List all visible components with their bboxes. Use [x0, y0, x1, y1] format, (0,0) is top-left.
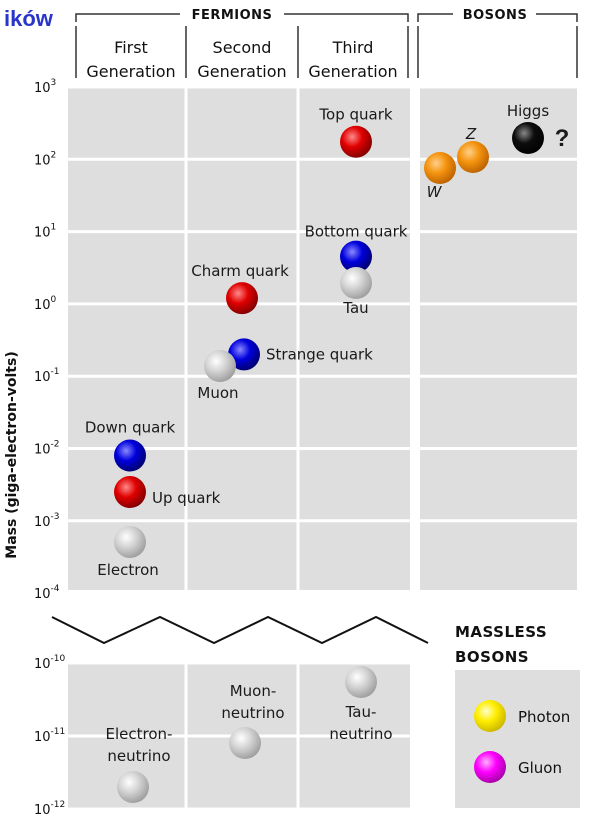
fermions-heading: FERMIONS: [192, 8, 273, 23]
particle-point: [228, 338, 260, 371]
particle-label: Bottom quark: [305, 223, 408, 241]
y-axis-label: Mass (giga-electron-volts): [4, 351, 20, 558]
bosons-bracket-right: [536, 13, 578, 22]
fermions-bracket-right: [284, 13, 409, 22]
massless-boson-label: Photon: [518, 708, 570, 726]
y-tick-label: 10-11: [34, 727, 65, 745]
y-tick-label: 10-4: [34, 584, 60, 602]
generation-label-3: Third: [332, 38, 374, 57]
chart-frame: [68, 13, 580, 808]
particle-point: [345, 666, 377, 698]
chart-marks: [114, 122, 544, 803]
particle-label: neutrino: [329, 725, 392, 743]
particle-label: Electron-: [106, 725, 173, 743]
massless-boson-label: Gluon: [518, 759, 562, 777]
particle-label: neutrino: [221, 704, 284, 722]
particle-point: [340, 267, 372, 299]
y-tick-label: 102: [34, 150, 56, 168]
y-tick-label: 10-2: [34, 440, 60, 458]
massless-bosons-title: MASSLESS: [455, 623, 547, 641]
particle-label: Muon: [197, 384, 238, 402]
corner-text: ików: [4, 6, 54, 31]
particle-point: [114, 525, 146, 558]
generation-label-2: Generation: [197, 62, 286, 81]
higgs-question-mark: ?: [555, 125, 570, 152]
particle-point: [226, 282, 258, 315]
generation-label-3: Generation: [308, 62, 397, 81]
particle-point: [117, 771, 149, 803]
particle-label: Tau: [342, 299, 368, 317]
y-tick-label: 10-1: [34, 367, 60, 385]
y-tick-label: 100: [34, 295, 57, 313]
particle-point: [340, 125, 372, 158]
y-tick-label: 10-3: [34, 512, 60, 530]
bosons-heading: BOSONS: [463, 8, 528, 23]
particle-label: Tau-: [345, 703, 377, 721]
upper-panel: [68, 87, 577, 590]
y-tick-label: 103: [34, 78, 56, 96]
fermions-bracket-left: [75, 13, 180, 22]
particle-label: Z: [465, 125, 477, 143]
particle-point: [512, 122, 544, 154]
y-tick-label: 10-12: [34, 800, 65, 818]
massless-boson-point: [474, 700, 506, 732]
particle-label: W: [427, 183, 443, 201]
generation-label-1: First: [114, 38, 148, 57]
y-tick-label: 10-10: [34, 654, 66, 672]
particle-point: [229, 727, 261, 759]
massless-boson-point: [474, 751, 506, 783]
particle-label: Charm quark: [191, 262, 289, 280]
massless-legend-box: [455, 670, 580, 808]
bosons-bracket-left: [417, 13, 453, 22]
particle-point: [340, 240, 372, 273]
axis-break: [51, 615, 429, 645]
particle-label: Top quark: [318, 106, 392, 124]
massless-bosons-title: BOSONS: [455, 648, 529, 666]
particle-label: Electron: [97, 561, 159, 579]
particle-point: [424, 152, 456, 184]
particle-label: Muon-: [230, 682, 277, 700]
particle-point: [204, 350, 236, 382]
chart-grid: [51, 85, 577, 811]
particle-label: Up quark: [152, 489, 221, 507]
particle-point: [114, 476, 146, 509]
y-tick-label: 101: [34, 223, 56, 241]
chart-text: ików FERMIONS BOSONS First Generation Second G…: [4, 6, 570, 818]
particle-label: Strange quark: [266, 345, 373, 363]
particle-point: [457, 141, 489, 173]
particle-label: Down quark: [85, 419, 176, 437]
generation-label-1: Generation: [86, 62, 175, 81]
particle-point: [114, 439, 146, 472]
generation-label-2: Second: [213, 38, 272, 57]
particle-label: Higgs: [507, 102, 549, 120]
particle-label: neutrino: [107, 747, 170, 765]
